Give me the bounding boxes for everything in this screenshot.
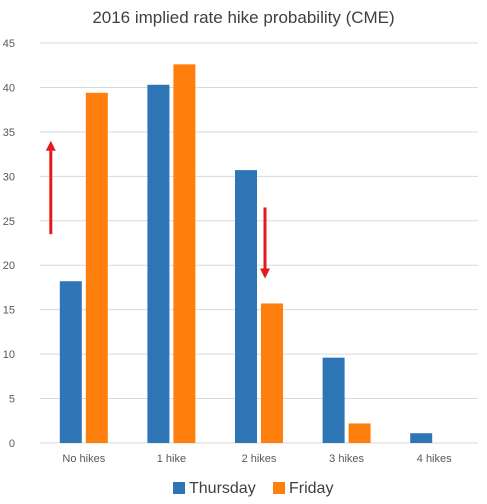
grid-lines	[40, 42, 478, 444]
bar-thursday-1-hike	[147, 84, 170, 444]
y-tick-label-15: 15	[3, 305, 15, 317]
arrow-head	[45, 140, 56, 151]
arrow-head	[260, 268, 270, 279]
annotations	[45, 140, 270, 279]
bar-friday-1-hike	[173, 64, 196, 443]
y-tick-label-10: 10	[3, 349, 15, 361]
legend-swatch-thursday	[173, 482, 185, 494]
axes: 0 5 10 15 20 25 30 35 40 45 No hikes 1 hike 2 hikes 3…	[3, 38, 452, 465]
arrow-annotation-down	[260, 207, 270, 279]
x-tick-label-4: 4 hikes	[417, 453, 452, 465]
chart-title: 2016 implied rate hike probability (CME)	[92, 8, 394, 27]
y-tick-label-40: 40	[3, 82, 15, 94]
y-tick-label-5: 5	[9, 394, 15, 406]
arrow-annotation-up	[45, 140, 56, 235]
legend-swatch-friday	[273, 482, 285, 494]
y-tick-label-30: 30	[3, 171, 15, 183]
legend-label-thursday: Thursday	[189, 480, 256, 497]
bar-thursday-4-hikes	[410, 433, 433, 443]
y-tick-label-25: 25	[3, 216, 15, 228]
y-tick-label-35: 35	[3, 127, 15, 139]
x-tick-label-3: 3 hikes	[329, 453, 364, 465]
x-tick-label-1: 1 hike	[157, 453, 186, 465]
y-tick-label-0: 0	[9, 438, 15, 450]
legend: Thursday Friday	[173, 480, 333, 497]
legend-label-friday: Friday	[289, 480, 333, 497]
bar-friday-no-hikes	[85, 92, 108, 444]
x-tick-label-0: No hikes	[62, 453, 105, 465]
bar-friday-3-hikes	[348, 423, 371, 443]
bars	[59, 64, 433, 444]
bar-thursday-3-hikes	[322, 357, 345, 443]
x-tick-label-2: 2 hikes	[242, 453, 277, 465]
bar-friday-2-hikes	[261, 303, 283, 443]
y-tick-label-20: 20	[3, 260, 15, 272]
bar-thursday-2-hikes	[235, 170, 257, 443]
bar-thursday-no-hikes	[59, 281, 82, 443]
y-tick-label-45: 45	[3, 38, 15, 50]
